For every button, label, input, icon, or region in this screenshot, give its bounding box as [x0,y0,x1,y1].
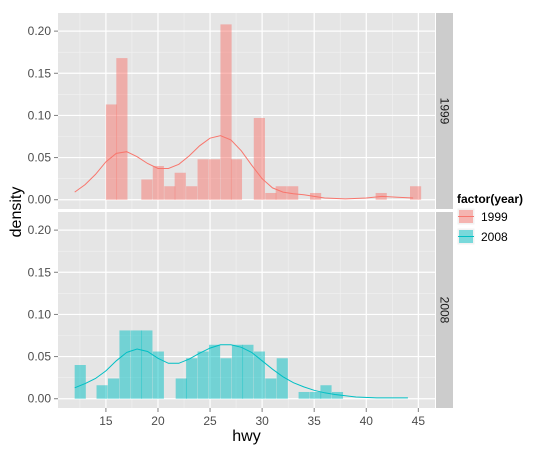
histogram-bar [230,159,243,200]
legend-label: 2008 [481,230,508,244]
histogram-bar [105,104,118,200]
legend-title: factor(year) [457,192,523,206]
histogram-bar [231,344,244,399]
y-tick-label: 0.10 [28,307,52,321]
histogram-bar [174,172,186,200]
histogram-bar [242,344,254,399]
histogram-bar [164,186,176,200]
legend: factor(year) 1999 2008 [456,192,523,246]
histogram-bar [74,365,86,399]
histogram-bar [220,24,232,200]
facet-strip [436,212,453,408]
x-tick-label: 25 [203,414,217,428]
histogram-bar [320,385,332,399]
y-tick-label: 0.05 [28,151,52,165]
panel-1999: 0.00 0.05 0.10 0.15 0.20 1999 [28,13,453,209]
histogram-bar [253,117,265,200]
histogram-bar [186,186,198,200]
x-tick-label: 30 [255,414,269,428]
histogram-bar [410,186,422,200]
histogram-bar [141,330,153,399]
y-tick-label: 0.15 [28,66,52,80]
histogram-bar [197,159,209,200]
histogram-bar [265,378,277,399]
y-tick-label: 0.05 [28,350,52,364]
histogram-bar [152,351,164,399]
y-tick-label: 0.00 [28,193,52,207]
histogram-bar [175,378,187,399]
histogram-bar [96,385,108,399]
x-tick-label: 20 [151,414,165,428]
histogram-bar [209,344,221,399]
y-tick-label: 0.20 [28,24,52,38]
y-axis-title: density [8,187,25,238]
y-tick-label: 0.10 [28,108,52,122]
x-axis-title: hwy [232,428,260,445]
histogram-bar [186,358,198,399]
x-tick-label: 40 [360,414,374,428]
histogram-bar [141,179,153,200]
panels-layer: 0.00 0.05 0.10 0.15 0.20 1999 0.00 0.05 0.10 0.15… [28,13,453,408]
facet-strip [436,13,453,209]
histogram-bar [197,351,209,399]
x-axis: 15 20 25 30 35 40 45 [99,408,425,428]
histogram-bar [276,358,288,399]
x-tick-label: 45 [412,414,426,428]
histogram-bar [253,351,265,399]
facet-strip-label: 2008 [438,297,452,324]
histogram-bar [265,192,277,200]
histogram-bar [310,391,322,399]
histogram-bar [331,391,344,399]
facet-strip-label: 1999 [438,98,452,125]
histogram-bar [209,159,221,200]
histogram-bar [152,166,164,200]
histogram-bar [107,378,120,399]
histogram-bar [298,391,310,399]
y-tick-label: 0.20 [28,223,52,237]
y-tick-label: 0.15 [28,265,52,279]
histogram-bar [220,358,232,399]
x-tick-label: 35 [308,414,322,428]
panel-2008: 0.00 0.05 0.10 0.15 0.20 2008 [28,212,453,408]
density-line [74,135,414,200]
histogram-bar [275,186,287,200]
y-tick-label: 0.00 [28,392,52,406]
x-tick-label: 15 [99,414,113,428]
histogram-bar [130,330,143,399]
legend-key [456,207,476,226]
density-line [74,344,408,399]
histogram-bar [287,186,299,200]
legend-label: 1999 [481,210,508,224]
histogram-bar [119,330,131,399]
legend-key [456,227,476,246]
histogram-bar [116,58,128,200]
